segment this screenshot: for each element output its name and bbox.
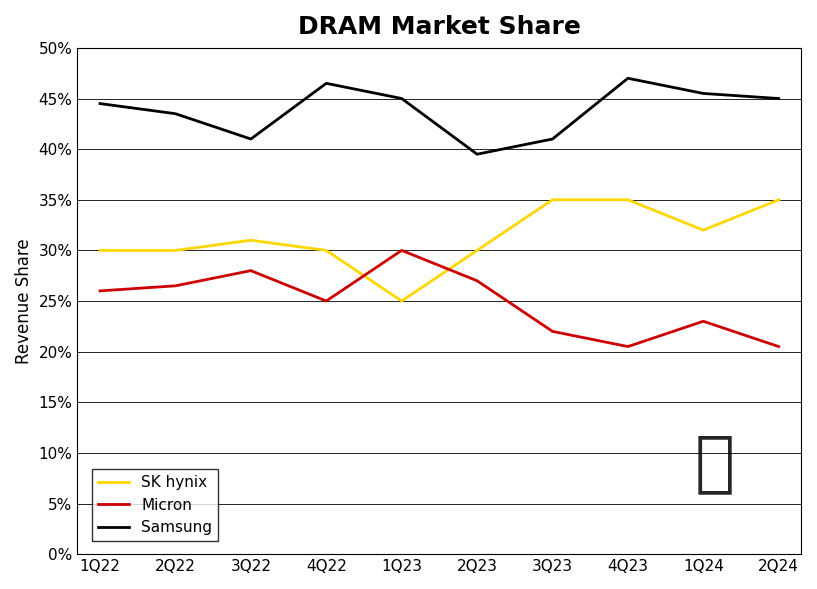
Samsung — [321, 80, 331, 87]
Samsung — [246, 135, 256, 143]
SK hynix — [623, 196, 633, 203]
Micron — [95, 287, 105, 294]
Samsung — [472, 151, 482, 158]
Legend: SK hynix, Micron, Samsung: SK hynix, Micron, Samsung — [92, 469, 218, 541]
SK hynix — [246, 237, 256, 244]
Samsung — [397, 95, 407, 102]
SK hynix — [321, 247, 331, 254]
Samsung — [699, 90, 708, 97]
Line: Samsung: Samsung — [100, 78, 779, 154]
SK hynix — [95, 247, 105, 254]
Text: 🦋: 🦋 — [694, 430, 734, 496]
Micron — [774, 343, 784, 350]
Samsung — [171, 110, 181, 117]
Samsung — [95, 100, 105, 107]
SK hynix — [171, 247, 181, 254]
Micron — [246, 267, 256, 274]
Samsung — [774, 95, 784, 102]
SK hynix — [774, 196, 784, 203]
Line: SK hynix: SK hynix — [100, 200, 779, 301]
Micron — [699, 317, 708, 325]
Samsung — [623, 75, 633, 82]
Micron — [171, 282, 181, 289]
Micron — [321, 297, 331, 305]
Title: DRAM Market Share: DRAM Market Share — [298, 15, 581, 39]
Micron — [547, 328, 557, 335]
Micron — [472, 277, 482, 284]
SK hynix — [547, 196, 557, 203]
Samsung — [547, 135, 557, 143]
SK hynix — [472, 247, 482, 254]
Line: Micron: Micron — [100, 250, 779, 346]
Micron — [623, 343, 633, 350]
SK hynix — [699, 227, 708, 234]
SK hynix — [397, 297, 407, 305]
Y-axis label: Revenue Share: Revenue Share — [15, 238, 33, 364]
Micron — [397, 247, 407, 254]
